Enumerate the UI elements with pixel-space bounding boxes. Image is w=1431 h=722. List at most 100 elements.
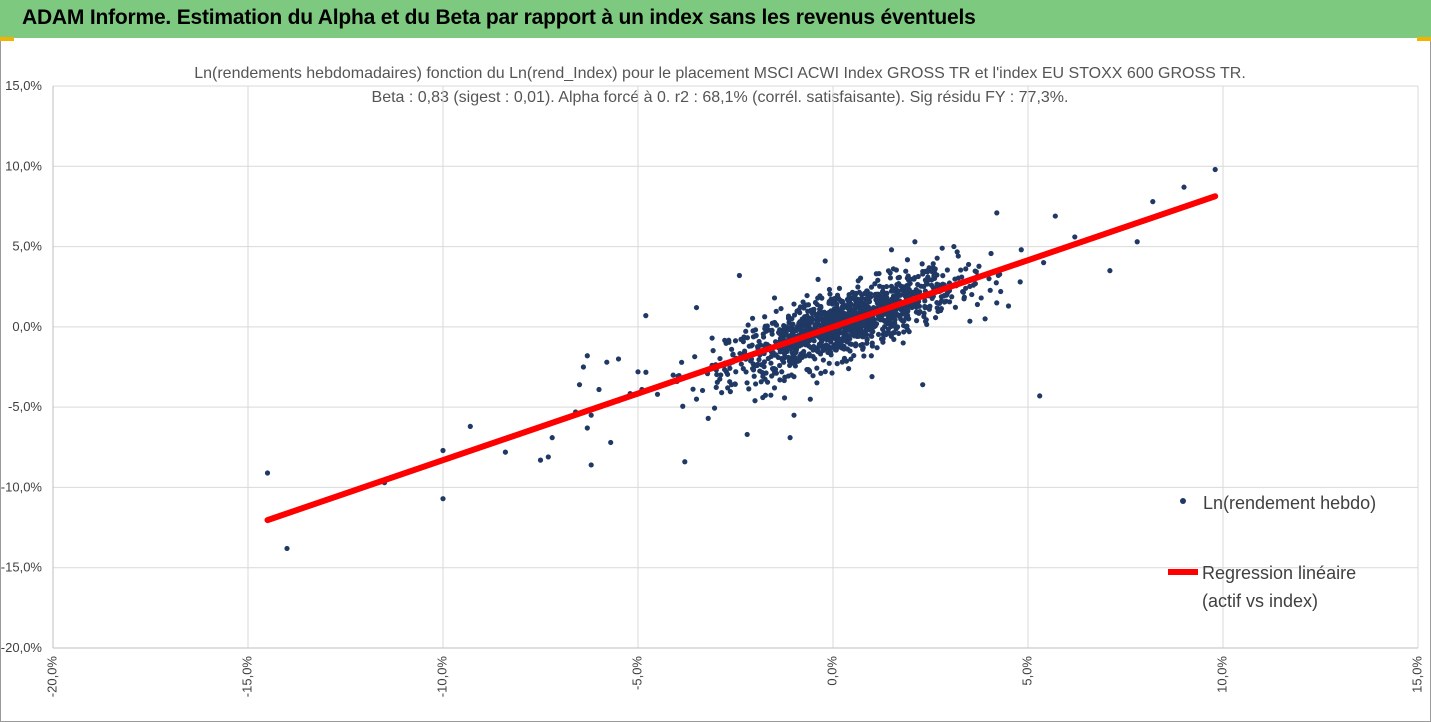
- data-point: [693, 396, 700, 402]
- data-point: [922, 303, 928, 310]
- data-point: [861, 290, 868, 296]
- data-point: [1212, 166, 1218, 173]
- data-point: [826, 286, 833, 293]
- data-point: [851, 294, 858, 300]
- data-point: [946, 299, 953, 305]
- data-point: [822, 369, 828, 375]
- data-point: [818, 339, 825, 345]
- data-point: [810, 309, 816, 315]
- data-point: [848, 356, 854, 362]
- data-point: [987, 287, 993, 293]
- data-point: [986, 276, 992, 282]
- data-point: [781, 377, 787, 384]
- x-tick-label: 10,0%: [1214, 656, 1229, 693]
- data-point: [779, 336, 785, 342]
- data-point: [756, 338, 762, 345]
- data-point: [859, 295, 865, 302]
- data-point: [891, 323, 897, 329]
- data-point: [823, 311, 829, 317]
- data-point: [904, 257, 911, 263]
- data-point: [833, 347, 839, 353]
- data-point: [924, 269, 931, 275]
- data-point: [826, 300, 832, 306]
- x-tick-label: -5,0%: [629, 656, 644, 690]
- data-point: [817, 293, 823, 299]
- data-point: [764, 379, 771, 385]
- data-point: [823, 334, 829, 340]
- data-point: [737, 350, 743, 357]
- data-point: [727, 365, 733, 371]
- y-tick-label: -20,0%: [1, 640, 43, 655]
- data-point: [744, 431, 750, 438]
- data-point: [827, 344, 833, 351]
- data-point: [812, 299, 819, 306]
- data-point: [934, 281, 940, 287]
- data-point: [926, 265, 932, 271]
- data-point: [753, 381, 759, 387]
- data-point: [969, 291, 975, 298]
- data-point: [847, 348, 853, 354]
- data-point: [752, 398, 758, 404]
- data-point: [869, 374, 875, 380]
- data-point: [872, 281, 878, 287]
- data-point: [922, 298, 928, 304]
- data-point: [822, 258, 828, 264]
- data-point: [742, 348, 748, 354]
- data-point: [284, 545, 290, 552]
- data-point: [839, 359, 845, 365]
- data-point: [615, 356, 622, 362]
- report-title: ADAM Informe. Estimation du Alpha et du …: [22, 6, 976, 29]
- data-point: [960, 289, 967, 295]
- data-point: [846, 366, 852, 372]
- data-point: [974, 301, 981, 308]
- data-point: [881, 291, 887, 297]
- data-point: [772, 366, 779, 372]
- data-point: [998, 288, 1004, 295]
- data-point: [822, 318, 828, 324]
- data-point: [679, 359, 685, 365]
- data-point: [875, 277, 881, 283]
- data-point: [954, 249, 960, 255]
- data-point: [803, 338, 809, 345]
- data-point: [791, 412, 797, 418]
- data-point: [769, 331, 775, 337]
- legend: Ln(rendement hebdo) Regression linéaire (a…: [1168, 493, 1376, 611]
- data-point: [934, 255, 940, 261]
- data-point: [732, 381, 738, 387]
- data-point: [713, 384, 719, 390]
- data-point: [727, 389, 733, 395]
- data-point: [751, 373, 757, 379]
- data-point: [1037, 393, 1043, 399]
- data-point: [834, 361, 840, 367]
- data-point: [792, 363, 798, 369]
- data-point: [781, 350, 788, 357]
- data-point: [834, 301, 840, 307]
- data-point: [922, 318, 929, 324]
- data-point: [1181, 184, 1187, 190]
- data-point: [931, 273, 937, 279]
- data-point: [1017, 279, 1023, 285]
- data-point: [768, 392, 774, 398]
- data-point: [866, 299, 873, 305]
- data-point: [814, 348, 820, 354]
- data-point: [839, 298, 846, 304]
- data-point: [749, 315, 756, 321]
- data-point: [811, 338, 817, 344]
- data-point: [771, 295, 778, 301]
- data-point: [859, 341, 865, 348]
- data-point: [820, 357, 826, 363]
- data-point: [855, 284, 861, 290]
- data-point: [874, 345, 880, 351]
- data-point: [801, 348, 807, 355]
- data-point: [857, 326, 863, 332]
- y-tick-label: 5,0%: [12, 239, 42, 254]
- data-point: [670, 372, 676, 378]
- y-tick-label: 0,0%: [12, 319, 42, 334]
- data-point: [934, 299, 940, 306]
- data-point: [951, 243, 957, 250]
- y-tick-label: 15,0%: [5, 78, 42, 93]
- x-tick-label: -10,0%: [434, 656, 449, 698]
- data-point: [779, 369, 785, 375]
